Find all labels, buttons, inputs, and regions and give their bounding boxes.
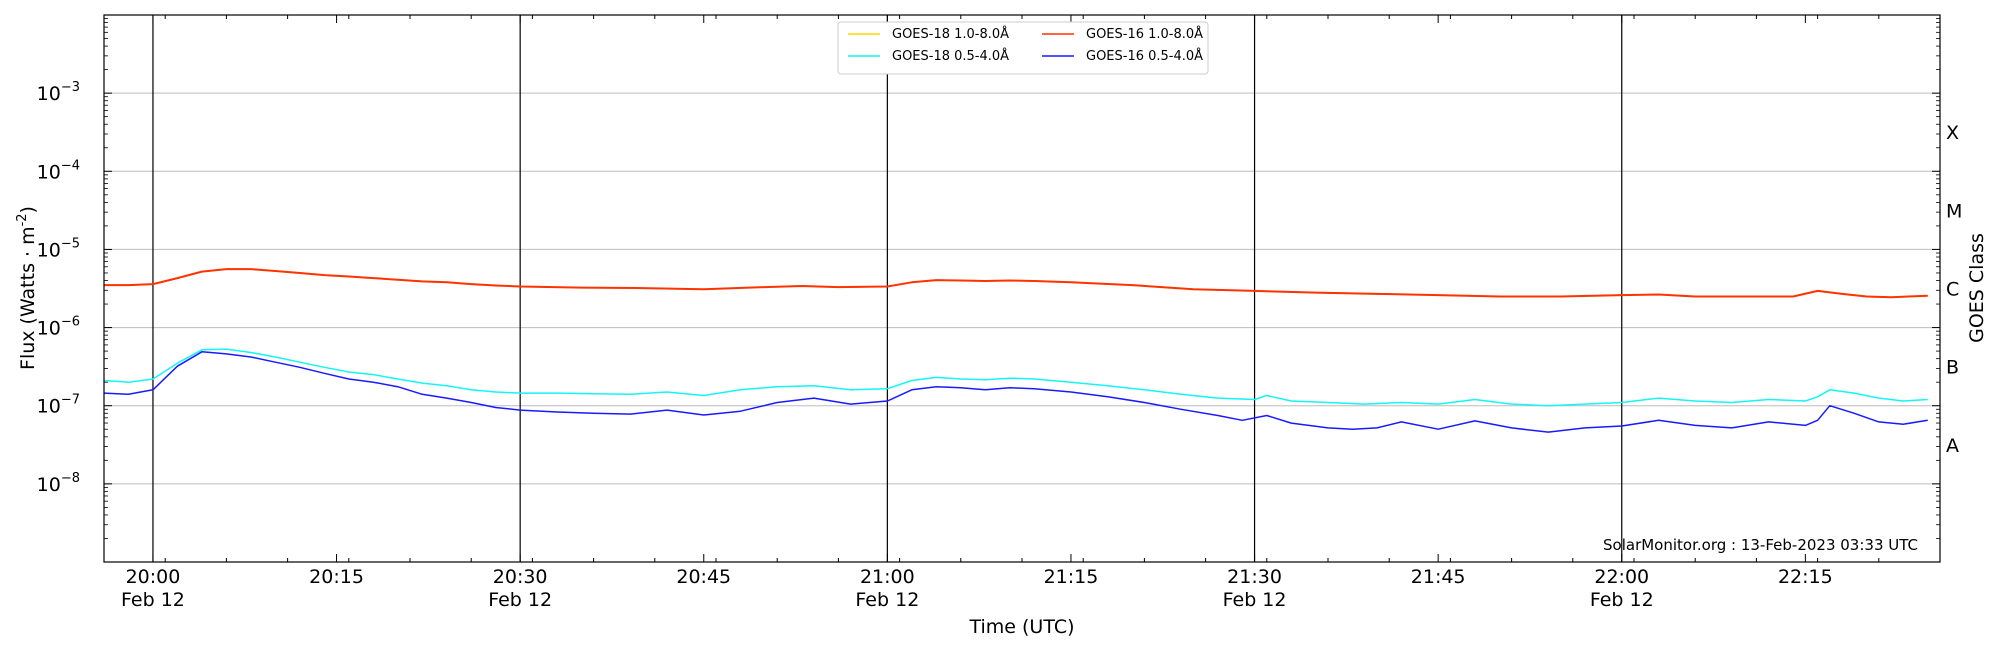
y-axis-label: Flux (Watts · m-2) [15, 206, 39, 370]
x-tick-date-label: Feb 12 [488, 589, 552, 611]
goes-class-label: B [1946, 357, 1959, 379]
goes-class-label: X [1946, 122, 1959, 144]
y-tick-label: 10−6 [37, 315, 80, 340]
y-tick-label: 10−4 [37, 158, 80, 183]
legend-label: GOES-18 0.5-4.0Å [892, 48, 1009, 64]
x-tick-label: 20:30 [493, 566, 548, 588]
series-line [103, 348, 1928, 407]
x-tick-date-label: Feb 12 [121, 589, 185, 611]
x-tick-label: 20:00 [126, 566, 181, 588]
y2-axis-label: GOES Class [1966, 233, 1988, 343]
y-axis-label-exponent: -2 [15, 213, 30, 226]
goes-class-label: C [1946, 279, 1959, 301]
legend-label: GOES-16 0.5-4.0Å [1086, 48, 1203, 64]
x-tick-label: 21:45 [1411, 566, 1466, 588]
plot-series [103, 268, 1928, 433]
legend-label: GOES-16 1.0-8.0Å [1086, 26, 1203, 42]
x-tick-date-label: Feb 12 [1223, 589, 1287, 611]
x-tick-label: 20:45 [676, 566, 731, 588]
y-tick-label: 10−8 [37, 471, 80, 496]
x-tick-label: 22:00 [1594, 566, 1649, 588]
x-tick-date-label: Feb 12 [855, 589, 919, 611]
x-tick-date-label: Feb 12 [1590, 589, 1654, 611]
series-line [104, 268, 1928, 299]
y-tick-label: 10−7 [37, 393, 80, 418]
x-axis-label: Time (UTC) [968, 616, 1074, 638]
legend-box [837, 21, 1209, 75]
series-line [103, 351, 1928, 433]
x-tick-label: 22:15 [1778, 566, 1833, 588]
goes-class-label: M [1946, 200, 1962, 222]
x-tick-label: 21:30 [1227, 566, 1282, 588]
y-tick-label: 10−3 [37, 80, 80, 105]
legend: GOES-18 1.0-8.0Å GOES-18 0.5-4.0Å GOES-16 … [837, 21, 1209, 75]
y-axis-label-close: ) [17, 206, 39, 213]
grid-lines [104, 92, 1940, 485]
legend-label: GOES-18 1.0-8.0Å [892, 26, 1009, 42]
day-marker-lines [152, 15, 1623, 562]
x-tick-label: 21:15 [1044, 566, 1099, 588]
goes-class-label: A [1946, 435, 1959, 457]
svg-text:Flux (Watts · m-2): Flux (Watts · m-2) [15, 206, 39, 370]
x-tick-label: 21:00 [860, 566, 915, 588]
y-axis-label-text: Flux (Watts · m [17, 226, 39, 370]
y-tick-label: 10−5 [37, 236, 80, 261]
x-tick-label: 20:15 [309, 566, 364, 588]
source-annotation: SolarMonitor.org : 13-Feb-2023 03:33 UTC [1603, 536, 1918, 554]
